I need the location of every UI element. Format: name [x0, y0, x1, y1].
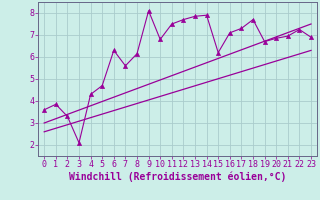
X-axis label: Windchill (Refroidissement éolien,°C): Windchill (Refroidissement éolien,°C)	[69, 172, 286, 182]
